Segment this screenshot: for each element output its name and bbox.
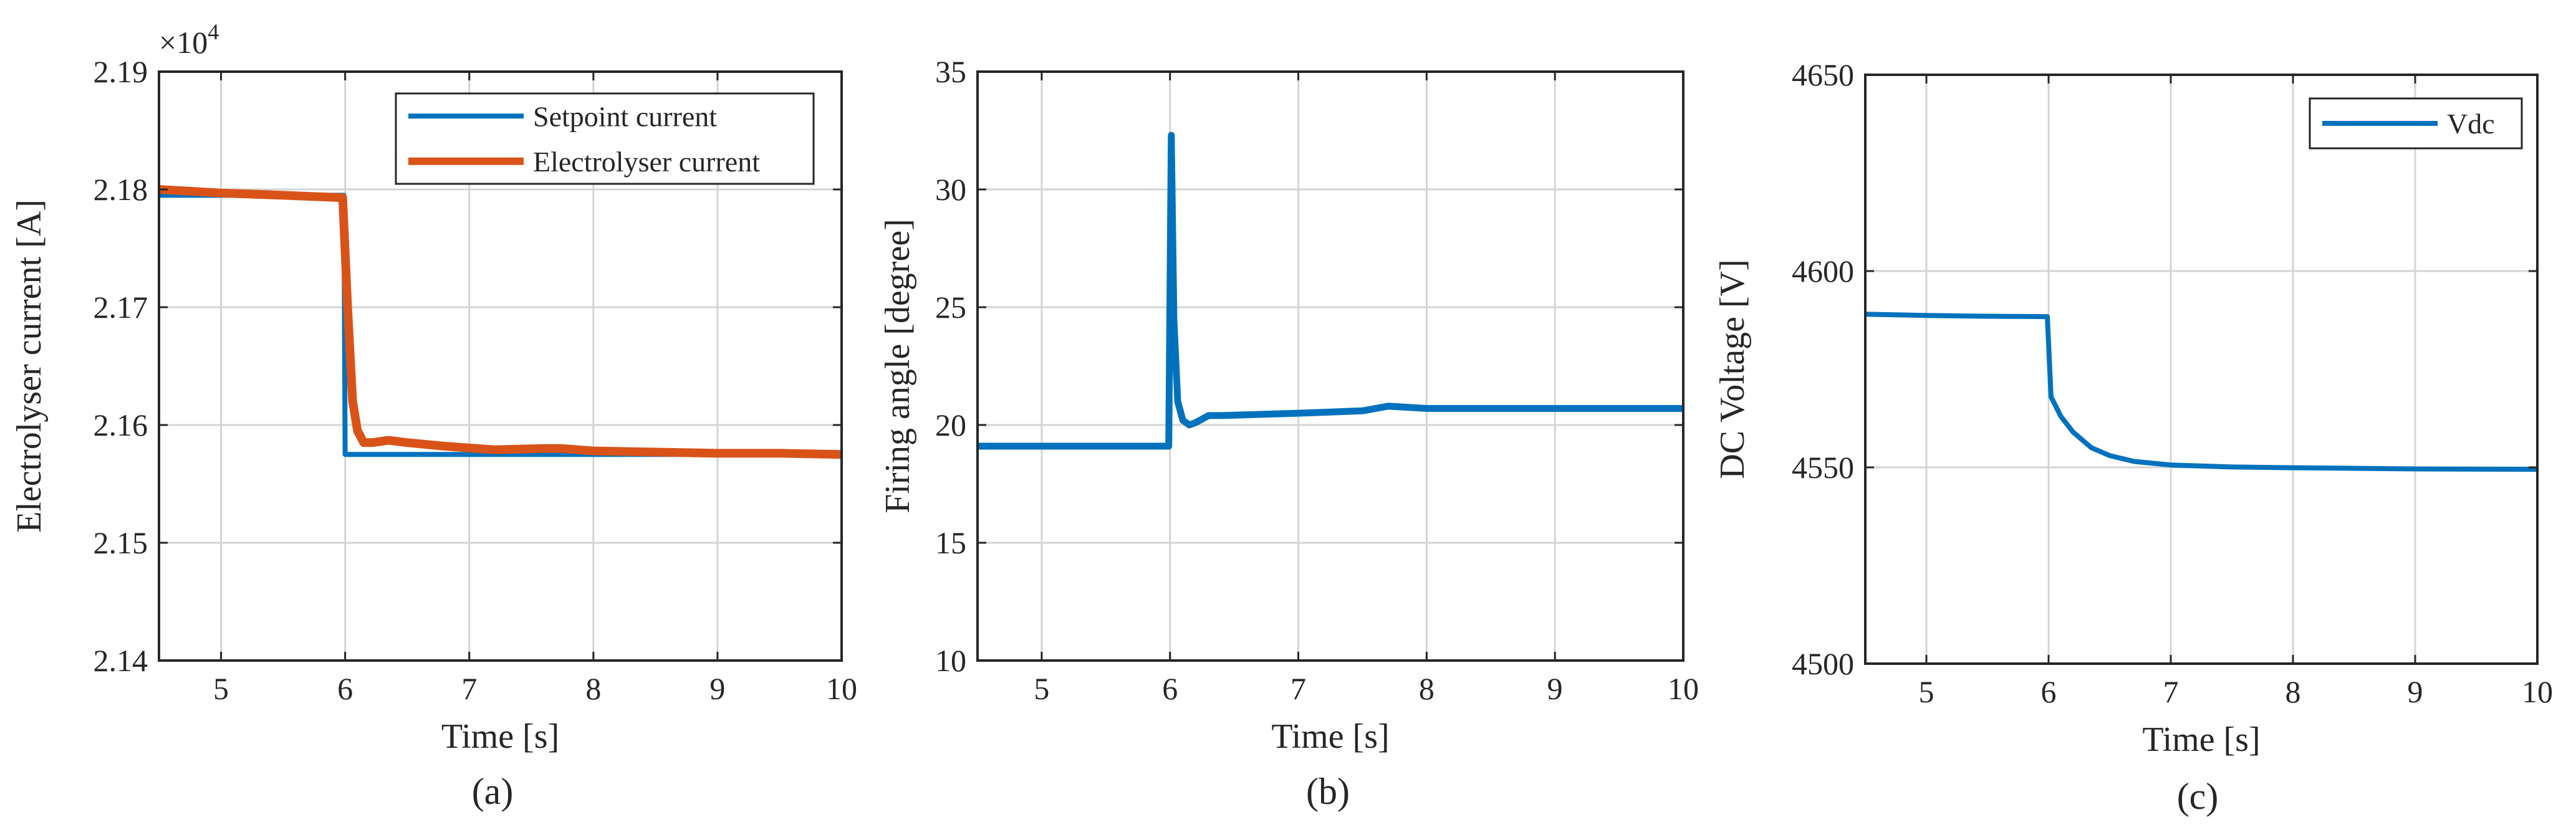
x-tick-label: 8 <box>585 671 601 706</box>
x-tick-label: 7 <box>461 671 477 706</box>
y-axis-multiplier: ×104 <box>159 19 219 60</box>
y-axis-label: DC Voltage [V] <box>1713 259 1752 479</box>
axes-box <box>158 70 843 662</box>
y-tick-label: 2.16 <box>94 408 148 442</box>
multiplier-base: ×10 <box>159 25 208 60</box>
x-tick-label: 9 <box>2408 674 2423 709</box>
plot-area <box>1865 75 2537 664</box>
legend-label: Vdc <box>2447 108 2495 140</box>
x-axis-label: Time [s] <box>2142 720 2260 759</box>
x-tick-label: 6 <box>337 671 353 706</box>
legend: Setpoint current Electrolyser current <box>395 92 815 185</box>
x-tick-label: 6 <box>1162 671 1178 706</box>
legend: Vdc <box>2309 97 2523 150</box>
panel-caption-c: (c) <box>2177 776 2219 817</box>
x-tick-label: 9 <box>709 671 725 706</box>
x-tick-label: 8 <box>2285 674 2301 709</box>
y-axis-label: Firing angle [degree] <box>878 219 917 513</box>
legend-label: Setpoint current <box>533 100 717 132</box>
axes-box <box>1864 74 2539 665</box>
series-line-firing-angle <box>978 131 1683 450</box>
x-tick-label: 5 <box>1919 674 1934 709</box>
y-tick-label: 2.14 <box>94 643 148 678</box>
y-tick-label: 4600 <box>1792 254 1854 289</box>
series-line-vdc <box>1865 312 2538 472</box>
y-tick-label: 30 <box>935 172 966 207</box>
y-tick-label: 25 <box>935 290 966 325</box>
y-tick-label: 10 <box>935 643 966 678</box>
y-tick-label: 2.19 <box>94 54 148 89</box>
x-tick-label: 8 <box>1419 671 1435 706</box>
y-tick-label: 4650 <box>1792 57 1854 92</box>
y-tick-label: 2.15 <box>94 525 148 560</box>
x-tick-label: 10 <box>826 671 857 706</box>
x-tick-label: 5 <box>1034 671 1049 706</box>
x-tick-label: 5 <box>213 671 229 706</box>
x-tick-label: 7 <box>2163 674 2179 709</box>
legend-label: Electrolyser current <box>533 146 760 178</box>
x-tick-label: 6 <box>2041 674 2057 709</box>
panel-caption-a: (a) <box>472 771 514 812</box>
x-tick-label: 9 <box>1547 671 1563 706</box>
y-tick-label: 15 <box>935 525 966 560</box>
y-tick-label: 2.17 <box>94 290 148 325</box>
x-tick-label: 7 <box>1290 671 1306 706</box>
chart-panel-a: 5 6 7 8 9 10 2.14 2.15 2.16 2.17 2.18 2.19 Time [s] E… <box>10 19 857 812</box>
x-axis-label: Time [s] <box>441 717 559 756</box>
legend-box <box>395 92 815 185</box>
x-tick-label: 10 <box>2522 674 2553 709</box>
series-line-electrolyser-current <box>158 185 842 459</box>
y-tick-label: 2.18 <box>94 172 148 207</box>
y-tick-label: 20 <box>935 408 966 442</box>
x-axis-label: Time [s] <box>1271 717 1389 756</box>
chart-panel-c: 5 6 7 8 9 10 4500 4550 4600 4650 Time [s] DC Voltag… <box>1713 57 2553 817</box>
y-tick-label: 4550 <box>1792 450 1854 485</box>
multiplier-exponent: 4 <box>208 19 219 44</box>
y-tick-label: 35 <box>935 54 966 89</box>
axes-box <box>976 70 1684 662</box>
y-tick-label: 4500 <box>1792 646 1854 681</box>
plot-area <box>978 72 1683 661</box>
x-tick-label: 10 <box>1668 671 1699 706</box>
chart-panel-b: 5 6 7 8 9 10 10 15 20 25 30 35 Time [s] Firing angle … <box>878 54 1699 812</box>
panel-caption-b: (b) <box>1306 771 1350 812</box>
y-axis-label: Electrolyser current [A] <box>10 199 49 533</box>
